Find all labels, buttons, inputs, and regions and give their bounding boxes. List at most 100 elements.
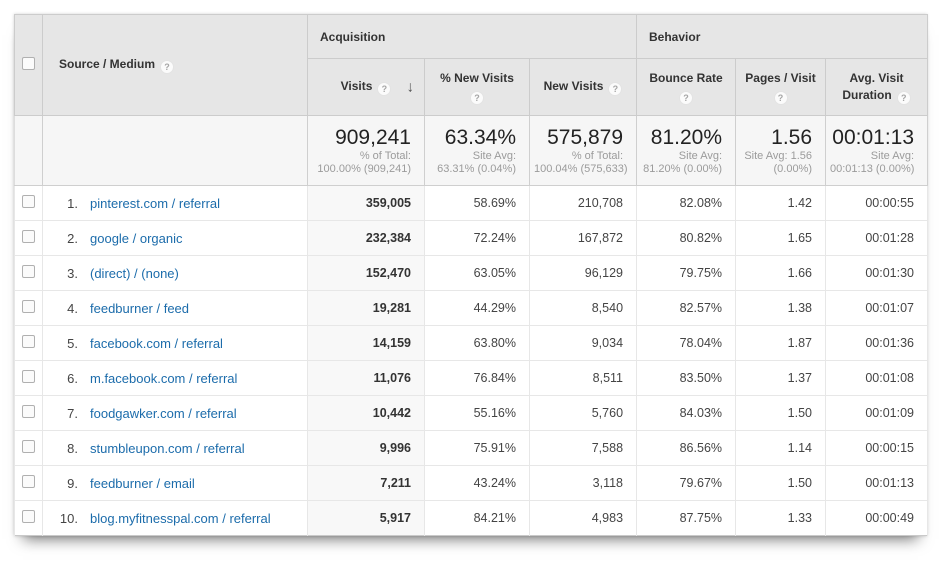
source-link[interactable]: feedburner / email [90, 475, 195, 491]
source-link[interactable]: facebook.com / referral [90, 335, 223, 351]
summary-avg-visit-duration: 00:01:13 Site Avg: 00:01:13 (0.00%) [825, 115, 929, 186]
acquisition-label: Acquisition [320, 29, 386, 44]
help-icon[interactable]: ? [773, 90, 788, 105]
pct-new-visits-cell: 63.80% [424, 325, 530, 361]
avg-visit-duration-cell: 00:01:30 [825, 255, 929, 291]
avg-visit-duration-cell: 00:01:28 [825, 220, 929, 256]
source-link[interactable]: m.facebook.com / referral [90, 370, 238, 386]
row-checkbox-cell [14, 465, 43, 501]
column-header-bounce-rate[interactable]: Bounce Rate ? [636, 58, 737, 116]
help-icon[interactable]: ? [679, 90, 694, 105]
visits-cell: 10,442 [307, 395, 425, 431]
source-link[interactable]: foodgawker.com / referral [90, 405, 237, 421]
row-checkbox-cell [14, 220, 43, 256]
pct-new-visits-cell: 58.69% [424, 185, 530, 221]
summary-bounce-rate-value: 81.20% [650, 125, 723, 149]
avg-visit-duration-cell: 00:00:49 [825, 500, 929, 536]
row-checkbox[interactable] [22, 370, 35, 383]
help-icon[interactable]: ? [896, 90, 911, 105]
summary-new-visits-sub-value: 100.04% (575,633) [534, 162, 628, 175]
row-checkbox[interactable] [22, 265, 35, 278]
new-visits-cell: 3,118 [528, 465, 638, 501]
bounce-rate-cell: 87.75% [636, 500, 737, 536]
row-checkbox[interactable] [22, 475, 35, 488]
visits-cell: 9,996 [307, 430, 425, 466]
row-rank: 5. [67, 335, 78, 351]
column-header-pct-new-visits[interactable]: % New Visits ? [424, 58, 530, 116]
source-medium-table: Source / Medium? Acquisition Behavior Vi… [14, 14, 929, 536]
row-checkbox[interactable] [22, 300, 35, 313]
pages-visit-cell: 1.50 [735, 465, 827, 501]
visits-label: Visits [340, 79, 373, 93]
sort-desc-icon[interactable]: ↓ [406, 78, 415, 96]
bounce-rate-cell: 78.04% [636, 325, 737, 361]
row-checkbox-cell [14, 185, 43, 221]
row-rank: 7. [67, 405, 78, 421]
bounce-rate-cell: 86.56% [636, 430, 737, 466]
select-all-header-cell [14, 14, 43, 116]
column-header-visits[interactable]: Visits? ↓ [307, 58, 425, 116]
pct-new-visits-cell: 44.29% [424, 290, 530, 326]
table-row: 8. stumbleupon.com / referral 9,996 75.91… [14, 430, 929, 466]
source-cell: 6. m.facebook.com / referral [42, 360, 308, 396]
pages-visit-cell: 1.42 [735, 185, 827, 221]
bounce-rate-cell: 83.50% [636, 360, 737, 396]
row-checkbox-cell [14, 500, 43, 536]
row-checkbox[interactable] [22, 195, 35, 208]
column-header-new-visits[interactable]: New Visits? [528, 58, 638, 116]
source-link[interactable]: (direct) / (none) [90, 265, 179, 281]
summary-pages-visit: 1.56 Site Avg: 1.56 (0.00%) [735, 115, 827, 186]
row-checkbox[interactable] [22, 230, 35, 243]
avg-visit-duration-cell: 00:01:36 [825, 325, 929, 361]
behavior-label: Behavior [649, 29, 701, 44]
pct-new-visits-cell: 75.91% [424, 430, 530, 466]
table-row: 6. m.facebook.com / referral 11,076 76.84… [14, 360, 929, 396]
row-checkbox[interactable] [22, 510, 35, 523]
metric-header-row: Visits? ↓ % New Visits ? New Visits? Bou… [15, 58, 929, 116]
select-all-checkbox[interactable] [22, 57, 35, 70]
row-rank: 9. [67, 475, 78, 491]
source-link[interactable]: blog.myfitnesspal.com / referral [90, 510, 271, 526]
pct-new-visits-cell: 76.84% [424, 360, 530, 396]
visits-cell: 5,917 [307, 500, 425, 536]
pages-visit-cell: 1.87 [735, 325, 827, 361]
source-link[interactable]: stumbleupon.com / referral [90, 440, 245, 456]
column-header-avg-visit-duration[interactable]: Avg. Visit Duration? [825, 58, 929, 116]
summary-new-visits-value: 575,879 [547, 125, 624, 149]
row-checkbox-cell [14, 430, 43, 466]
row-checkbox-cell [14, 360, 43, 396]
source-cell: 4. feedburner / feed [42, 290, 308, 326]
new-visits-cell: 4,983 [528, 500, 638, 536]
table-row: 9. feedburner / email 7,211 43.24% 3,118 … [14, 465, 929, 501]
pct-new-visits-cell: 63.05% [424, 255, 530, 291]
row-rank: 6. [67, 370, 78, 386]
summary-source-cell [42, 115, 308, 186]
help-icon[interactable]: ? [377, 82, 392, 96]
source-link[interactable]: google / organic [90, 230, 183, 246]
column-header-pages-visit[interactable]: Pages / Visit ? [735, 58, 827, 116]
new-visits-cell: 5,760 [528, 395, 638, 431]
new-visits-cell: 7,588 [528, 430, 638, 466]
bounce-rate-cell: 79.75% [636, 255, 737, 291]
row-checkbox[interactable] [22, 440, 35, 453]
avg-visit-duration-cell: 00:01:09 [825, 395, 929, 431]
source-link[interactable]: feedburner / feed [90, 300, 190, 316]
column-header-source-medium[interactable]: Source / Medium? [42, 14, 308, 116]
source-link[interactable]: pinterest.com / referral [90, 195, 221, 211]
table-row: 1. pinterest.com / referral 359,005 58.69… [14, 185, 929, 221]
help-icon[interactable]: ? [160, 59, 175, 74]
bounce-rate-cell: 79.67% [636, 465, 737, 501]
summary-visits-sub-value: 100.00% (909,241) [317, 162, 411, 175]
help-icon[interactable]: ? [470, 90, 484, 105]
pages-visit-cell: 1.14 [735, 430, 827, 466]
visits-cell: 14,159 [307, 325, 425, 361]
visits-cell: 19,281 [307, 290, 425, 326]
row-checkbox[interactable] [22, 405, 35, 418]
group-header-behavior: Behavior [636, 14, 929, 59]
new-visits-cell: 8,540 [528, 290, 638, 326]
group-header-acquisition: Acquisition [306, 14, 638, 59]
row-rank: 3. [67, 265, 78, 281]
row-checkbox[interactable] [22, 335, 35, 348]
pages-visit-cell: 1.65 [735, 220, 827, 256]
help-icon[interactable]: ? [608, 82, 623, 96]
